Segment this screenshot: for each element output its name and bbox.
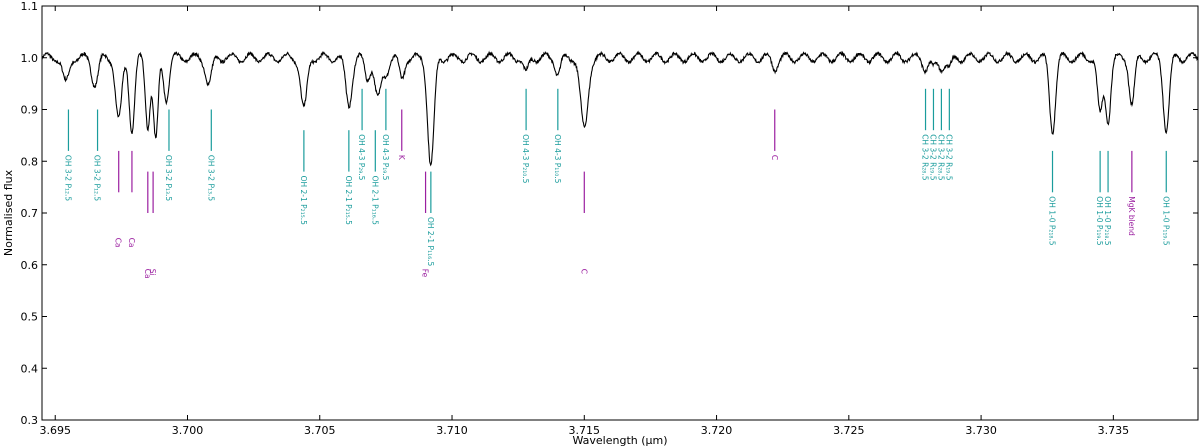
y-tick-label: 0.5: [21, 311, 39, 324]
line-annotation-label: OH 4-3 P₂₉.5: [357, 134, 366, 180]
x-axis-ticks: 3.695 3.700 3.705 3.710 3.715 3.720 3.725 3.730…: [39, 6, 1129, 437]
y-tick-label: 0.4: [21, 362, 39, 375]
line-annotation-label: OH 2-1 P₂₁₅.5: [344, 176, 353, 225]
y-axis-label: Normalised flux: [2, 169, 15, 256]
line-annotation-label: OH 1-0 P₂₁₈.5: [1103, 196, 1112, 245]
line-annotation-label: OH 2-1 P₂₁₅.5: [299, 176, 308, 225]
line-annotation-label: K: [397, 155, 406, 161]
y-axis-ticks: 0.3 0.4 0.5 0.6 0.7 0.8 0.9 1.0 1.1: [21, 0, 1198, 427]
line-annotation-label: Ca: [127, 238, 136, 248]
y-tick-label: 1.0: [21, 52, 39, 65]
x-axis-label: Wavelength (μm): [572, 434, 667, 447]
line-annotation-label: OH 3-2 P₁₃.5: [206, 155, 215, 201]
line-annotation-label: CH 3-2 R₂₈.5: [921, 134, 930, 181]
y-tick-label: 0.9: [21, 104, 39, 117]
x-tick-label: 3.730: [965, 424, 997, 437]
plot-frame: [41, 5, 1199, 421]
line-annotation-label: CH 3-2 R₁₉.5: [944, 134, 953, 181]
line-annotation-label: OH 4-3 P₁₁₀.5: [553, 134, 562, 183]
x-tick-label: 3.700: [172, 424, 204, 437]
line-annotation-label: Ca: [114, 238, 123, 248]
line-annotation-label: OH 1-0 P₂₁₈.5: [1048, 196, 1057, 245]
line-annotation-label: OH 2-1 P₁₁₆.5: [426, 217, 435, 266]
x-tick-label: 3.710: [436, 424, 468, 437]
line-annotation-label: C: [579, 269, 588, 274]
x-tick-label: 3.695: [39, 424, 71, 437]
line-annotation-label: OH 3-2 P₁₃.5: [164, 155, 173, 201]
line-annotation-label: OH 1-0 P₁₁₉.5: [1161, 196, 1170, 245]
line-annotation-label: OH 4-3 P₂₁₀.5: [521, 134, 530, 183]
x-tick-label: 3.725: [833, 424, 865, 437]
y-tick-label: 1.1: [21, 0, 39, 13]
x-tick-label: 3.720: [701, 424, 733, 437]
line-annotation-label: OH 3-2 P₁₂.5: [63, 155, 72, 201]
line-annotation-label: Fe: [421, 269, 430, 278]
line-annotation-label: OH 2-1 P₁₁₆.5: [370, 176, 379, 225]
y-tick-label: 0.3: [21, 414, 39, 427]
line-annotation-label: OH 1-0 P₁₁₉.5: [1095, 196, 1104, 245]
line-annotation-label: Ca: [143, 269, 152, 279]
y-tick-label: 0.6: [21, 259, 39, 272]
line-annotation-label: C: [770, 155, 779, 160]
x-tick-label: 3.715: [569, 424, 601, 437]
y-tick-label: 0.7: [21, 207, 39, 220]
line-annotation-label: OH 3-2 P₁₂.5: [93, 155, 102, 201]
line-annotation-label: MgK blend: [1127, 196, 1136, 236]
spectrum-line: [41, 50, 1199, 167]
line-annotation-label: OH 4-3 P₁₉.5: [381, 134, 390, 180]
x-tick-label: 3.705: [304, 424, 336, 437]
line-annotation-label: CH 3-2 R₁₉.5: [928, 134, 937, 181]
line-annotation-label: Si: [148, 269, 157, 276]
y-tick-label: 0.8: [21, 155, 39, 168]
line-annotation-label: CH 3-2 R₂₈.5: [936, 134, 945, 181]
x-tick-label: 3.735: [1098, 424, 1130, 437]
